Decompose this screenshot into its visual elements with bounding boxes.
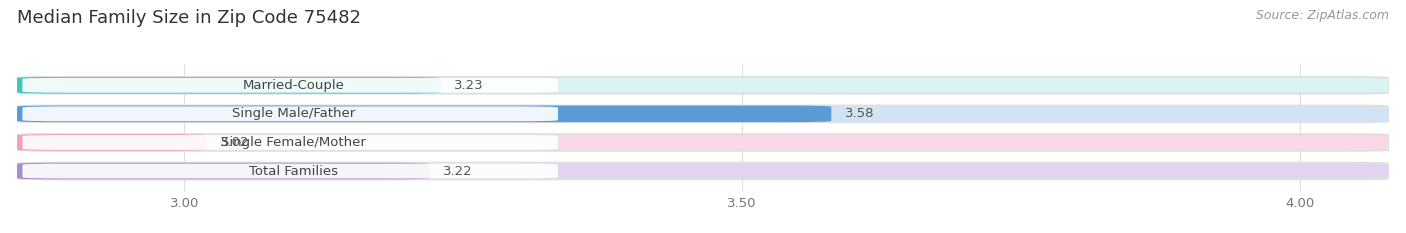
FancyBboxPatch shape xyxy=(17,134,1389,151)
Text: Married-Couple: Married-Couple xyxy=(243,79,344,92)
FancyBboxPatch shape xyxy=(22,78,558,93)
Text: Single Male/Father: Single Male/Father xyxy=(232,107,356,120)
FancyBboxPatch shape xyxy=(22,164,558,178)
Text: Source: ZipAtlas.com: Source: ZipAtlas.com xyxy=(1256,9,1389,22)
Text: 3.02: 3.02 xyxy=(219,136,249,149)
Text: 3.58: 3.58 xyxy=(845,107,875,120)
Text: Total Families: Total Families xyxy=(249,164,337,178)
FancyBboxPatch shape xyxy=(17,77,1389,94)
Text: Single Female/Mother: Single Female/Mother xyxy=(221,136,366,149)
Text: Median Family Size in Zip Code 75482: Median Family Size in Zip Code 75482 xyxy=(17,9,361,27)
Text: 3.22: 3.22 xyxy=(443,164,472,178)
FancyBboxPatch shape xyxy=(17,163,430,179)
FancyBboxPatch shape xyxy=(22,106,558,121)
Text: 3.23: 3.23 xyxy=(454,79,484,92)
FancyBboxPatch shape xyxy=(17,163,1389,179)
FancyBboxPatch shape xyxy=(17,77,441,94)
FancyBboxPatch shape xyxy=(17,134,207,151)
FancyBboxPatch shape xyxy=(17,106,831,122)
FancyBboxPatch shape xyxy=(22,135,558,150)
FancyBboxPatch shape xyxy=(17,106,1389,122)
